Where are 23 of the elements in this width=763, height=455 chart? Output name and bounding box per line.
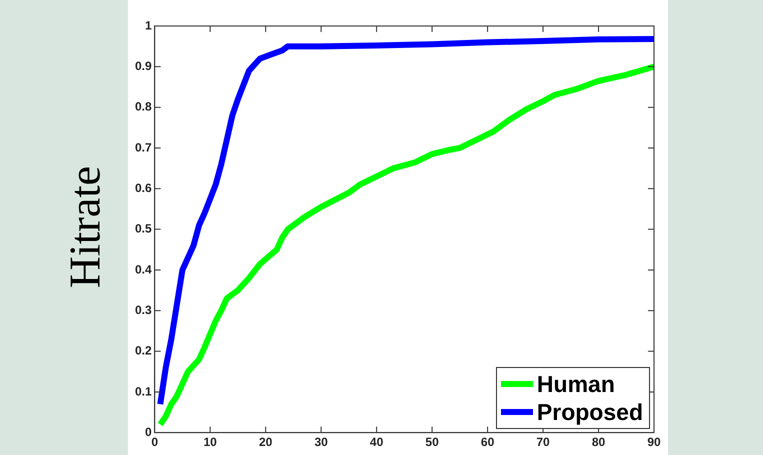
x-tick-label: 40	[370, 435, 384, 450]
x-tick-label: 60	[480, 435, 495, 450]
y-tick-label: 0.5	[134, 222, 152, 236]
y-tick-label: 0.3	[134, 302, 152, 317]
y-tick-label: 0.1	[134, 384, 152, 398]
x-tick-label: 30	[314, 435, 328, 450]
x-tick-label: 70	[536, 435, 550, 450]
y-tick-label: 0.6	[134, 180, 152, 195]
y-tick-label: 0.4	[134, 262, 152, 276]
legend-label: Proposed	[536, 398, 643, 426]
y-tick-label: 0.2	[134, 344, 152, 358]
x-tick-label: 80	[592, 435, 606, 450]
y-tick-label: 0.9	[134, 58, 152, 73]
x-tick-label: 90	[647, 435, 661, 450]
x-tick-label: 10	[203, 435, 218, 450]
y-tick-label: 0	[144, 424, 152, 439]
y-tick-label: 0.7	[134, 140, 152, 154]
y-axis-title: Hitrate	[60, 166, 110, 288]
y-tick-label: 0.8	[134, 100, 152, 114]
legend-label: Human	[536, 370, 615, 398]
x-tick-label: 20	[258, 435, 273, 450]
y-tick-label: 1	[144, 18, 152, 32]
x-tick-label: 50	[425, 435, 440, 450]
